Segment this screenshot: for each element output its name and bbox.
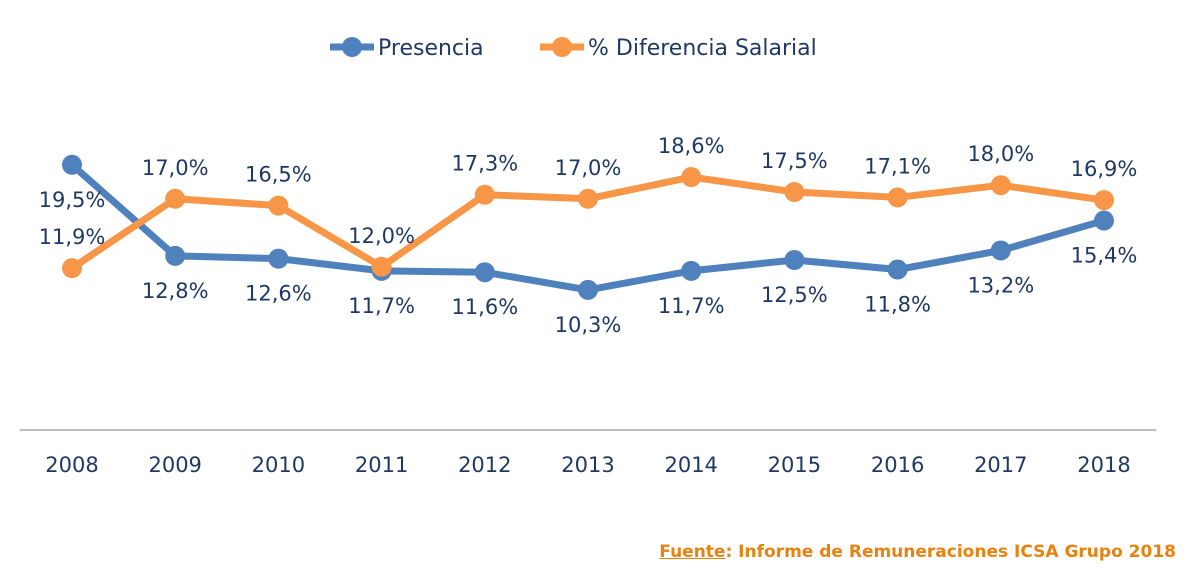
x-tick-label: 2017 xyxy=(974,453,1027,477)
source-note: Fuente: Informe de Remuneraciones ICSA G… xyxy=(659,542,1176,562)
legend-marker xyxy=(552,37,572,57)
x-tick-label: 2010 xyxy=(252,453,305,477)
legend-marker xyxy=(342,37,362,57)
data-point xyxy=(681,167,702,188)
series-line xyxy=(69,162,1105,294)
x-tick-label: 2008 xyxy=(45,453,98,477)
x-tick-label: 2013 xyxy=(561,453,614,477)
data-label: 10,3% xyxy=(555,313,622,337)
data-point xyxy=(268,248,289,269)
data-label: 18,0% xyxy=(967,142,1034,166)
data-point xyxy=(1094,210,1114,231)
x-tick-label: 2018 xyxy=(1077,453,1130,477)
data-point xyxy=(990,240,1011,261)
data-point xyxy=(165,245,186,266)
x-tick-label: 2012 xyxy=(458,453,511,477)
data-label: 13,2% xyxy=(967,273,1034,297)
x-tick-label: 2014 xyxy=(664,453,717,477)
legend-label: Presencia xyxy=(378,36,484,61)
data-label: 11,9% xyxy=(39,225,106,249)
data-point xyxy=(578,188,598,209)
data-label: 19,5% xyxy=(39,188,106,212)
data-label: 12,6% xyxy=(245,282,312,306)
data-label: 11,6% xyxy=(451,295,518,319)
data-point xyxy=(474,184,495,205)
data-label: 15,4% xyxy=(1071,244,1138,268)
legend-label: % Diferencia Salarial xyxy=(588,36,817,61)
data-point xyxy=(784,250,805,270)
source-label: Fuente xyxy=(659,542,726,562)
data-point xyxy=(681,260,702,281)
data-point xyxy=(1094,190,1114,211)
data-point xyxy=(474,262,495,283)
data-point xyxy=(268,195,289,216)
data-point xyxy=(62,258,82,279)
data-label: 12,5% xyxy=(761,283,828,307)
data-point xyxy=(165,188,186,209)
data-label: 17,5% xyxy=(761,149,828,173)
data-label: 12,0% xyxy=(348,224,415,248)
data-point xyxy=(887,259,908,280)
data-point xyxy=(784,182,805,202)
data-label: 11,8% xyxy=(864,293,931,317)
data-label: 17,1% xyxy=(864,154,931,178)
data-label: 17,3% xyxy=(451,152,518,176)
data-label: 16,5% xyxy=(245,163,312,187)
data-label: 11,7% xyxy=(348,294,415,318)
data-label: 18,6% xyxy=(658,134,725,158)
data-label: 16,9% xyxy=(1071,157,1138,181)
data-label: 12,8% xyxy=(142,279,209,303)
data-label: 17,0% xyxy=(555,156,622,180)
x-tick-label: 2009 xyxy=(148,453,201,477)
data-point xyxy=(887,187,908,208)
x-tick-label: 2016 xyxy=(871,453,924,477)
x-tick-label: 2015 xyxy=(768,453,821,477)
data-point xyxy=(578,279,598,300)
x-tick-label: 2011 xyxy=(355,453,408,477)
data-point xyxy=(371,256,392,277)
data-label: 11,7% xyxy=(658,294,725,318)
data-point xyxy=(990,175,1011,196)
data-label: 17,0% xyxy=(142,156,209,180)
data-point xyxy=(62,154,82,175)
source-text: : Informe de Remuneraciones ICSA Grupo 2… xyxy=(725,542,1176,562)
